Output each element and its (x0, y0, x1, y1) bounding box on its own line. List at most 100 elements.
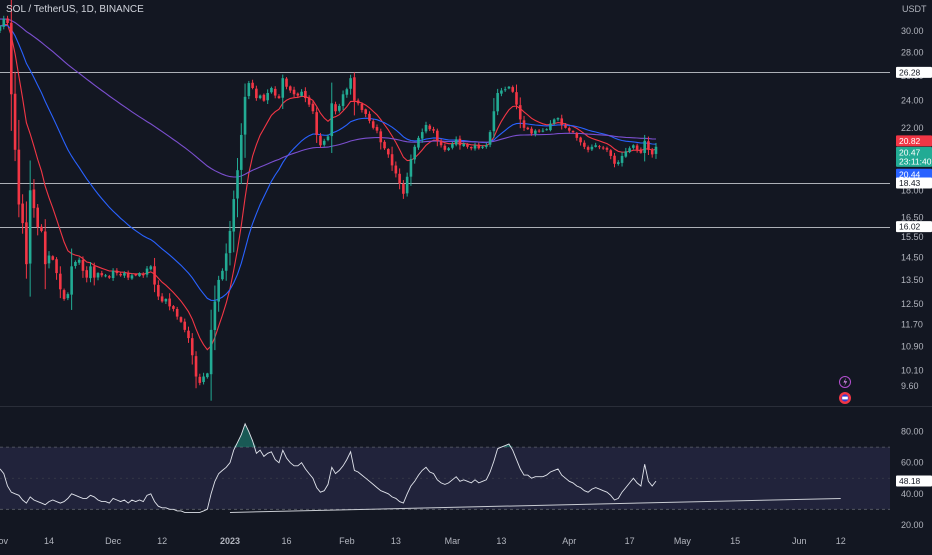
candle (635, 143, 639, 153)
candle (632, 144, 635, 150)
candle-body (477, 144, 481, 149)
candle-body (40, 226, 43, 231)
candle (575, 131, 579, 141)
candle-body (564, 125, 567, 128)
candle-body (511, 87, 515, 92)
candle-body (296, 93, 300, 96)
candle-body (89, 266, 92, 279)
price-tag-label: 26.28 (899, 67, 921, 77)
candle-body (575, 132, 579, 138)
candle (300, 89, 303, 97)
candle-body (198, 376, 202, 383)
candle-body (92, 266, 96, 278)
symbol-header[interactable]: SOL / TetherUS, 1D, BINANCE (6, 4, 144, 15)
candle-body (74, 261, 77, 266)
candle-body (394, 165, 398, 174)
candle-body (224, 253, 228, 271)
candle-body (443, 145, 447, 150)
candle (390, 146, 394, 171)
candle-body (492, 111, 496, 132)
candle (451, 141, 454, 150)
candle (202, 372, 205, 385)
event-icons[interactable] (839, 376, 851, 405)
rsi-value-label: 48.18 (899, 476, 921, 486)
price-tick-label: 16.50 (901, 212, 924, 222)
candle-body (390, 154, 394, 166)
lightning-icon[interactable] (839, 376, 851, 388)
candle (620, 152, 624, 167)
price-axis[interactable]: USDT 30.0028.0026.0024.0022.0020.0018.00… (896, 4, 932, 391)
earnings-flag-icon[interactable] (839, 392, 851, 404)
candle (534, 129, 537, 137)
price-tag-box (896, 66, 932, 78)
candle (469, 146, 473, 151)
candle-body (488, 132, 492, 145)
level-tag: 16.02 (896, 221, 932, 233)
candle-body (432, 129, 435, 131)
candle-body (190, 338, 194, 356)
candle (428, 124, 432, 132)
candle-body (85, 270, 89, 278)
candle (85, 266, 89, 283)
candle-body (462, 143, 466, 147)
candle (319, 132, 322, 148)
candle (590, 144, 594, 151)
price-tick-label: 11.70 (901, 319, 923, 329)
ema-short-tag: 20.82 (896, 135, 932, 147)
candle-body (451, 143, 454, 148)
candle-body (243, 96, 247, 135)
candle (70, 248, 73, 310)
candle-body (598, 146, 601, 148)
candle (288, 85, 292, 93)
candle-body (458, 138, 462, 146)
candle-body (360, 103, 364, 110)
candle (436, 128, 439, 147)
candle-body (439, 140, 443, 146)
candle (6, 15, 9, 26)
candle-body (424, 124, 428, 132)
candle (153, 257, 156, 293)
candle-body (413, 146, 416, 160)
candle (613, 152, 616, 168)
candle (115, 268, 119, 276)
candle-body (571, 130, 575, 133)
candle-body (375, 127, 379, 131)
candle-body (202, 376, 205, 383)
time-tick-label: 17 (625, 536, 635, 546)
time-tick-label: Jun (792, 536, 807, 546)
time-tick-label: Apr (562, 536, 576, 546)
candle-body (123, 273, 126, 276)
candle (356, 98, 360, 106)
candle-body (145, 268, 149, 275)
candle (413, 144, 416, 164)
candle (270, 86, 273, 94)
horizontal-levels (0, 72, 890, 228)
candle (556, 117, 560, 122)
candle (466, 143, 469, 149)
candle (292, 86, 296, 98)
candle (481, 145, 484, 150)
candle-body (311, 103, 315, 112)
candle (175, 306, 179, 320)
candle (605, 146, 609, 153)
candle-body (579, 137, 582, 143)
candle-body (639, 149, 643, 153)
candle-body (175, 309, 179, 317)
price-tag-box (896, 221, 932, 233)
candle-body (496, 93, 499, 112)
rsi-tick-label: 60.00 (901, 458, 924, 468)
time-axis[interactable]: Nov 14 Dec 12 2023 16 Feb 13 Mar 13 Apr 17 May 15 Jun 1… (0, 536, 846, 546)
candle-body (172, 306, 175, 309)
candle (66, 292, 70, 301)
candle-body (567, 128, 571, 131)
candle-body (160, 296, 164, 302)
candle (43, 219, 47, 290)
candle (492, 98, 496, 138)
candle-body (96, 273, 100, 278)
candle-body (25, 222, 28, 265)
candle (0, 25, 2, 34)
rsi-trendline (229, 497, 841, 513)
